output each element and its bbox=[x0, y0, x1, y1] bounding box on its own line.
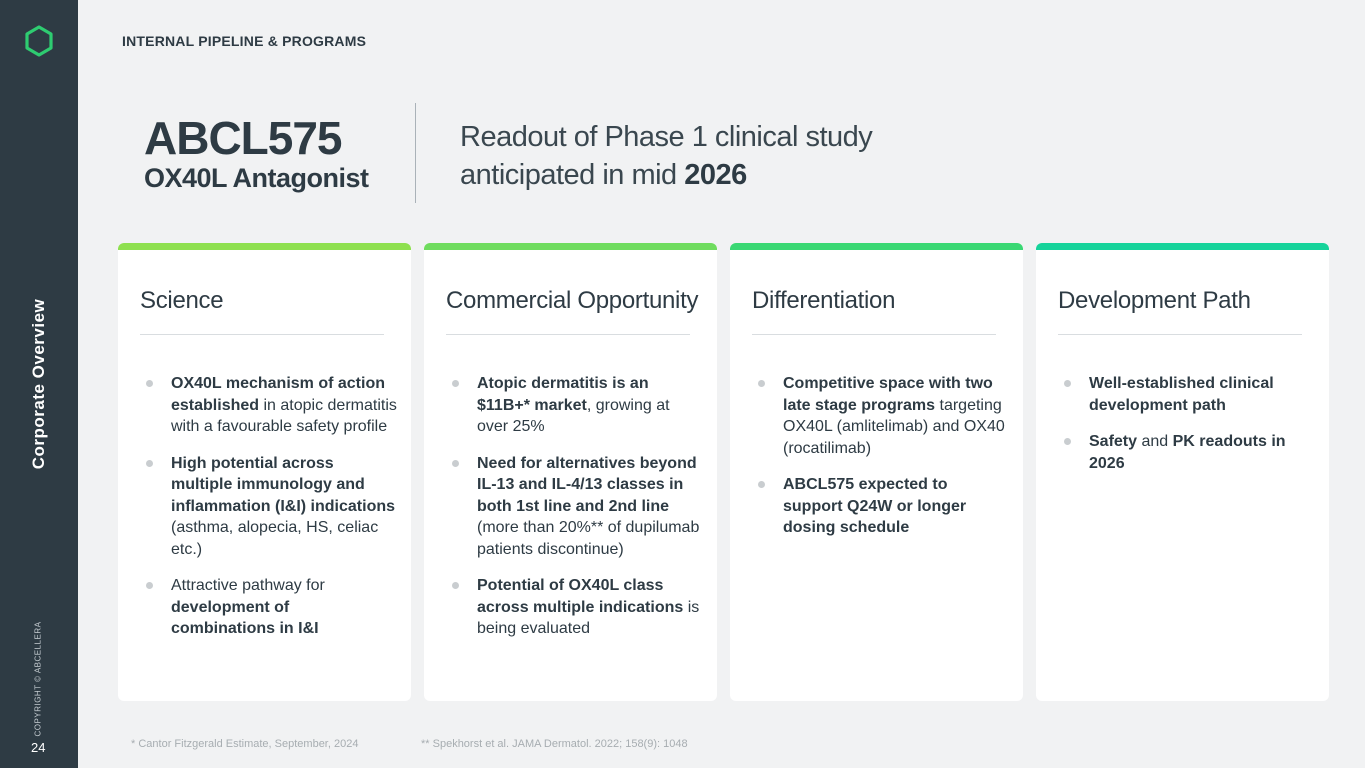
bullet-text: (asthma, alopecia, HS, celiac etc.) bbox=[171, 519, 379, 558]
bullet-text: is being evaluated bbox=[477, 598, 700, 638]
card-accent-bar bbox=[1036, 243, 1329, 250]
bullet-text: and bbox=[1137, 433, 1173, 450]
footnote-cantor: * Cantor Fitzgerald Estimate, September,… bbox=[131, 738, 359, 750]
card-divider bbox=[1058, 334, 1302, 335]
bullet-text-bold: OX40L mechanism of action established bbox=[171, 375, 385, 414]
bullet-item: Atopic dermatitis is an $11B+* market, g… bbox=[446, 373, 703, 438]
bullet-dot-icon bbox=[146, 459, 153, 467]
sidebar: Corporate Overview COPYRIGHT © ABCELLERA… bbox=[0, 0, 78, 768]
card-title: Science bbox=[140, 287, 224, 314]
readout-line-2-prefix: anticipated in mid bbox=[460, 159, 685, 191]
bullet-text-bold: Competitive space with two late stage pr… bbox=[783, 375, 993, 414]
card-accent-bar bbox=[730, 243, 1023, 250]
section-label: INTERNAL PIPELINE & PROGRAMS bbox=[122, 33, 367, 49]
card-development-path: Development Path Well-established clinic… bbox=[1036, 243, 1329, 701]
bullet-dot-icon bbox=[452, 380, 459, 387]
footnote-spekhorst: ** Spekhorst et al. JAMA Dermatol. 2022;… bbox=[421, 738, 688, 750]
readout-year: 2026 bbox=[684, 159, 747, 191]
card-bullet-list: Competitive space with two late stage pr… bbox=[752, 373, 1009, 554]
bullet-text-bold: Atopic dermatitis is an $11B+* market bbox=[477, 375, 649, 414]
bullet-text-bold: Well-established clinical development pa… bbox=[1089, 375, 1274, 414]
card-bullet-list: Atopic dermatitis is an $11B+* market, g… bbox=[446, 373, 703, 655]
card-title: Development Path bbox=[1058, 287, 1251, 314]
card-differentiation: Differentiation Competitive space with t… bbox=[730, 243, 1023, 701]
card-divider bbox=[752, 334, 996, 335]
readout-line-2: anticipated in mid 2026 bbox=[460, 156, 872, 194]
readout-statement: Readout of Phase 1 clinical study antici… bbox=[460, 118, 873, 194]
bullet-item: Need for alternatives beyond IL-13 and I… bbox=[446, 453, 703, 561]
bullet-text-bold: PK readouts in 2026 bbox=[1089, 433, 1286, 472]
readout-line-1: Readout of Phase 1 clinical study bbox=[460, 121, 873, 153]
card-science: Science OX40L mechanism of action establ… bbox=[118, 243, 411, 701]
bullet-dot-icon bbox=[1064, 438, 1071, 445]
bullet-dot-icon bbox=[758, 481, 765, 488]
bullet-item: ABCL575 expected to support Q24W or long… bbox=[752, 474, 1009, 539]
bullet-text: (more than 20%** of dupilumab patients d… bbox=[477, 519, 700, 558]
bullet-item: Attractive pathway for development of co… bbox=[140, 575, 397, 640]
bullet-dot-icon bbox=[146, 380, 153, 387]
copyright-notice: COPYRIGHT © ABCELLERA bbox=[33, 621, 43, 737]
hexagon-logo-icon bbox=[25, 25, 53, 57]
bullet-text-bold: development of combinations in I&I bbox=[171, 598, 319, 638]
bullet-text-bold: ABCL575 expected to support Q24W or long… bbox=[783, 476, 967, 536]
bullet-text: , growing at over 25% bbox=[477, 396, 670, 436]
bullet-item: Safety and PK readouts in 2026 bbox=[1058, 431, 1315, 474]
card-bullet-list: Well-established clinical development pa… bbox=[1058, 373, 1315, 489]
bullet-text: Attractive pathway for bbox=[171, 577, 325, 594]
product-name: ABCL575 bbox=[144, 112, 343, 164]
card-accent-bar bbox=[424, 243, 717, 250]
bullet-text-bold: Potential of OX40L class across multiple… bbox=[477, 577, 684, 616]
bullet-item: Potential of OX40L class across multiple… bbox=[446, 575, 703, 640]
card-commercial-opportunity: Commercial Opportunity Atopic dermatitis… bbox=[424, 243, 717, 701]
product-subtitle: OX40L Antagonist bbox=[144, 163, 369, 193]
bullet-text-bold: Need for alternatives beyond IL-13 and I… bbox=[477, 454, 697, 515]
page-number: 24 bbox=[31, 740, 46, 755]
card-accent-bar bbox=[118, 243, 411, 250]
card-title: Commercial Opportunity bbox=[446, 287, 699, 314]
bullet-dot-icon bbox=[758, 380, 765, 387]
header-divider bbox=[415, 103, 416, 203]
bullet-dot-icon bbox=[146, 582, 153, 589]
bullet-text-bold: High potential across multiple immunolog… bbox=[171, 454, 396, 515]
bullet-dot-icon bbox=[452, 582, 459, 589]
card-title: Differentiation bbox=[752, 287, 896, 314]
bullet-item: High potential across multiple immunolog… bbox=[140, 453, 397, 561]
bullet-item: Well-established clinical development pa… bbox=[1058, 373, 1315, 416]
bullet-item: Competitive space with two late stage pr… bbox=[752, 373, 1009, 459]
card-divider bbox=[446, 334, 690, 335]
sidebar-title: Corporate Overview bbox=[29, 298, 48, 470]
bullet-text: in atopic dermatitis with a favourable s… bbox=[171, 396, 397, 436]
bullet-dot-icon bbox=[452, 459, 459, 467]
card-bullet-list: OX40L mechanism of action established in… bbox=[140, 373, 397, 655]
bullet-item: OX40L mechanism of action established in… bbox=[140, 373, 397, 438]
bullet-dot-icon bbox=[1064, 380, 1071, 387]
bullet-text-bold: Safety bbox=[1089, 433, 1138, 450]
card-divider bbox=[140, 334, 384, 335]
bullet-text: targeting OX40L (amlitelimab) and OX40 (… bbox=[783, 396, 1005, 457]
